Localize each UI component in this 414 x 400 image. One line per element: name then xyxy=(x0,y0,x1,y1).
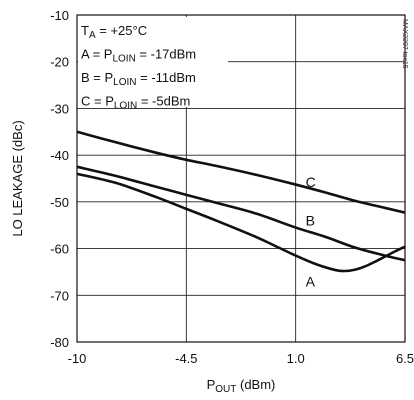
annotation-ta-main: T xyxy=(81,23,89,38)
plot-frame xyxy=(76,14,406,343)
annotation-ta-value: = +25°C xyxy=(96,23,147,38)
curve-a xyxy=(76,172,406,273)
part-number-watermark: MAX2207 toc15 xyxy=(401,19,408,69)
x-tick-label: -4.5 xyxy=(175,351,197,366)
x-axis-label-unit: (dBm) xyxy=(236,377,275,392)
annotation-a-suffix: = -17dBm xyxy=(136,47,196,62)
x-tick-label: 1.0 xyxy=(287,351,305,366)
annotation-c-suffix: = -5dBm xyxy=(137,94,190,109)
annotation-c-subscript: LOIN xyxy=(114,101,137,112)
y-tick-label: -70 xyxy=(50,288,69,303)
y-axis-label: LO LEAKAGE (dBc) xyxy=(10,120,25,236)
curve-b xyxy=(76,165,406,262)
y-tick-labels: -80 -70 -60 -50 -40 -30 -20 -10 xyxy=(50,8,69,350)
series-curves xyxy=(76,130,406,273)
annotation-b-suffix: = -11dBm xyxy=(137,70,196,85)
y-tick-label: -20 xyxy=(50,55,69,70)
annotation-temperature: TA = +25°C xyxy=(81,23,147,41)
curve-c xyxy=(76,130,406,214)
x-tick-label: 6.5 xyxy=(396,351,414,366)
annotation-background xyxy=(78,17,228,107)
curve-labels: A B C xyxy=(306,174,316,289)
y-tick-label: -60 xyxy=(50,242,69,257)
annotation-line-c: C = PLOIN = -5dBm xyxy=(81,94,190,112)
x-tick-labels: -10 -4.5 1.0 6.5 xyxy=(68,351,414,366)
curve-label-c: C xyxy=(306,174,316,190)
x-axis-label: POUT (dBm) xyxy=(207,377,276,395)
annotation-b-prefix: B = P xyxy=(81,70,113,85)
y-tick-label: -10 xyxy=(50,8,69,23)
y-tick-label: -80 xyxy=(50,335,69,350)
curve-label-b: B xyxy=(306,213,315,229)
x-axis-label-subscript: OUT xyxy=(215,384,236,395)
y-tick-label: -40 xyxy=(50,148,69,163)
annotation-a-prefix: A = P xyxy=(81,47,112,62)
curve-label-a: A xyxy=(306,273,316,289)
x-tick-label: -10 xyxy=(68,351,87,366)
conditions-annotation: TA = +25°C A = PLOIN = -17dBm B = PLOIN … xyxy=(78,17,228,112)
annotation-b-subscript: LOIN xyxy=(113,77,136,88)
y-tick-label: -30 xyxy=(50,101,69,116)
annotation-c-prefix: C = P xyxy=(81,94,114,109)
y-tick-label: -50 xyxy=(50,195,69,210)
annotation-line-a: A = PLOIN = -17dBm xyxy=(81,47,196,65)
x-axis-label-main: P xyxy=(207,377,216,392)
annotation-ta-subscript: A xyxy=(89,30,96,41)
annotation-a-subscript: LOIN xyxy=(112,54,135,65)
annotation-line-b: B = PLOIN = -11dBm xyxy=(81,70,196,88)
